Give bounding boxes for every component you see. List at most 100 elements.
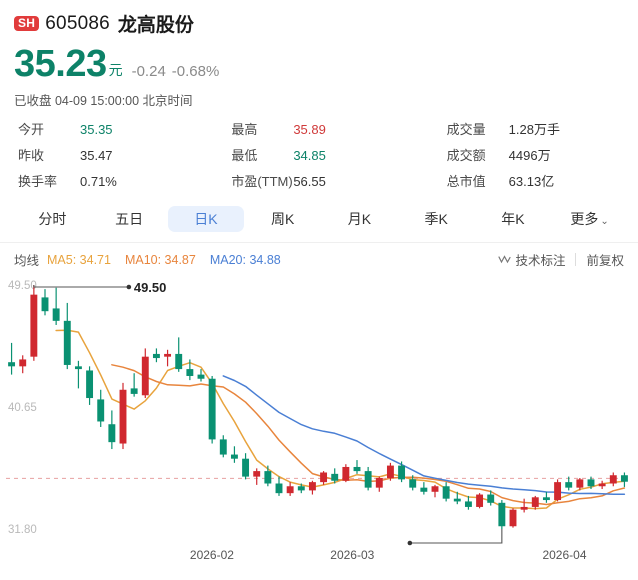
y-axis-label: 49.50 xyxy=(8,280,37,292)
stat-label: 市盈(TTM) xyxy=(231,174,293,189)
tab-label: 周K xyxy=(270,211,295,227)
technical-annotation-button[interactable]: 技术标注 xyxy=(498,250,565,269)
stat-label: 成交额 xyxy=(446,148,486,163)
price-change-percent: -0.68% xyxy=(171,63,220,80)
tab-label: 更多 xyxy=(570,211,599,227)
candle-body xyxy=(342,466,350,481)
candle-body xyxy=(609,475,617,484)
candle-body xyxy=(52,308,60,321)
stat-cell: 最高 35.89 xyxy=(219,119,420,138)
tab-label: 五日 xyxy=(115,211,144,227)
candle-body xyxy=(398,465,406,480)
ma-legend-title: 均线 xyxy=(14,254,40,268)
candle-body xyxy=(587,479,595,487)
stat-value: 1.28万手 xyxy=(508,122,560,137)
candle-body xyxy=(41,297,49,312)
technical-annotation-label: 技术标注 xyxy=(515,254,566,268)
tab-五日[interactable]: 五日 xyxy=(91,206,168,232)
candle-body xyxy=(253,471,261,477)
tab-日K[interactable]: 日K xyxy=(167,206,245,232)
y-axis-label: 31.80 xyxy=(8,524,37,536)
candle-body xyxy=(554,482,562,501)
adjust-mode-button[interactable]: 前复权 xyxy=(586,250,624,269)
candle-body xyxy=(175,353,183,370)
stat-value: 63.13亿 xyxy=(508,174,555,189)
ma20-line xyxy=(222,375,626,496)
candle-body xyxy=(353,466,361,472)
high-annotation: 49.50 xyxy=(33,280,166,295)
tab-更多[interactable]: 更多 ⌄ xyxy=(551,206,628,232)
period-tab-bar[interactable]: 分时 五日 日K 周K 月K 季K 年K 更多 ⌄ xyxy=(0,202,638,236)
price-row: 35.23 元 -0.24 -0.68% xyxy=(14,45,638,83)
stat-value: 35.47 xyxy=(80,148,113,163)
tab-分时[interactable]: 分时 xyxy=(14,206,91,232)
symbol-row: SH 605086 龙高股份 xyxy=(14,10,638,37)
adjust-mode-label: 前复权 xyxy=(586,254,624,268)
candle-body xyxy=(576,479,584,488)
candle-body xyxy=(30,294,38,357)
candle-body xyxy=(308,482,316,491)
stat-cell: 市盈(TTM) 56.55 xyxy=(219,171,420,190)
chevron-down-icon: ⌄ xyxy=(600,216,609,227)
candle-body xyxy=(476,494,484,507)
price-change: -0.24 xyxy=(131,63,166,80)
candle-body xyxy=(498,502,506,527)
price-unit: 元 xyxy=(108,62,123,78)
tab-label: 分时 xyxy=(38,211,67,227)
candle-body xyxy=(531,497,539,507)
candle-body xyxy=(97,399,105,422)
stat-label: 昨收 xyxy=(18,148,45,163)
candle-body xyxy=(442,486,450,499)
stock-name: 龙高股份 xyxy=(117,15,194,36)
high-annotation-dot xyxy=(126,284,132,290)
quote-header: SH 605086 龙高股份 35.23 元 -0.24 -0.68% 已收盘 … xyxy=(0,0,638,109)
stat-value: 0.71% xyxy=(80,174,117,189)
tab-季K[interactable]: 季K xyxy=(398,206,475,232)
candle-body xyxy=(8,362,16,367)
candle-body xyxy=(364,471,372,488)
kline-svg[interactable]: 49.50 40.65 31.80 49.50 2026-02 2026-03 2026-0… xyxy=(0,277,638,577)
candle-body xyxy=(242,458,250,477)
stat-value: 4496万 xyxy=(508,148,551,163)
x-axis-label: 2026-04 xyxy=(542,548,586,562)
candle-body xyxy=(542,497,550,501)
tab-周K[interactable]: 周K xyxy=(244,206,321,232)
candle-body xyxy=(565,482,573,488)
chart-tools: 技术标注 前复权 xyxy=(498,250,624,269)
stat-cell: 昨收 35.47 xyxy=(18,145,219,164)
candle-body xyxy=(487,494,495,503)
candle-body xyxy=(119,389,127,444)
candle-body xyxy=(164,353,172,357)
candle-body xyxy=(152,353,160,359)
tab-label: 季K xyxy=(424,211,448,227)
candle-body xyxy=(197,374,205,379)
exchange-badge: SH xyxy=(14,15,40,32)
stat-cell: 今开 35.35 xyxy=(18,119,219,138)
ma-legend-row: 均线 MA5: 34.71 MA10: 34.87 MA20: 34.88 技术… xyxy=(0,243,638,275)
wave-icon xyxy=(498,255,512,264)
tab-label: 年K xyxy=(501,211,525,227)
tab-年K[interactable]: 年K xyxy=(475,206,552,232)
candle-body xyxy=(420,487,428,492)
candle-body xyxy=(130,388,138,394)
tab-月K[interactable]: 月K xyxy=(321,206,398,232)
stat-label: 成交量 xyxy=(446,122,486,137)
kline-chart[interactable]: 49.50 40.65 31.80 49.50 2026-02 2026-03 2026-0… xyxy=(0,277,638,577)
low-annotation xyxy=(407,529,503,546)
stat-label: 总市值 xyxy=(446,174,486,189)
tools-divider xyxy=(575,253,577,266)
candle-body xyxy=(63,320,71,365)
x-axis-label: 2026-02 xyxy=(190,548,234,562)
stat-label: 最高 xyxy=(231,122,258,137)
candle-body xyxy=(74,366,82,370)
candle-series xyxy=(8,285,628,529)
tab-label: 月K xyxy=(347,211,372,227)
stat-value: 35.89 xyxy=(293,122,326,137)
candle-body xyxy=(320,472,328,483)
stat-value: 56.55 xyxy=(293,174,326,189)
candle-body xyxy=(409,479,417,488)
candle-body xyxy=(19,359,27,367)
candle-body xyxy=(331,473,339,481)
candle-body xyxy=(108,424,116,443)
